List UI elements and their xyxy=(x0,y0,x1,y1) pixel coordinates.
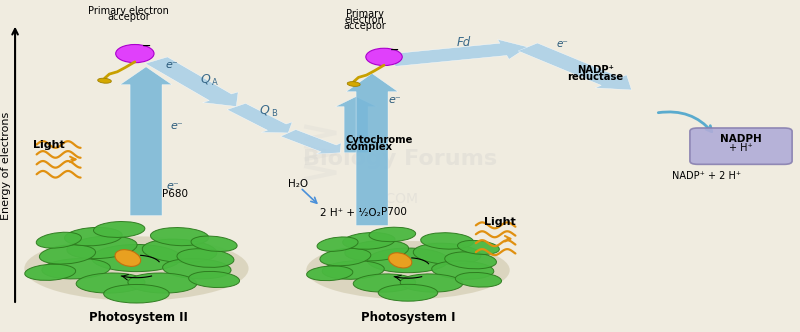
Text: −: − xyxy=(390,44,399,55)
Text: Fd: Fd xyxy=(457,36,471,48)
Text: complex: complex xyxy=(346,142,393,152)
Text: e⁻: e⁻ xyxy=(557,39,569,49)
Ellipse shape xyxy=(162,259,231,279)
Polygon shape xyxy=(346,73,398,225)
Ellipse shape xyxy=(150,227,209,246)
Text: e⁻: e⁻ xyxy=(170,121,182,131)
Text: Q: Q xyxy=(200,73,210,86)
Ellipse shape xyxy=(378,284,438,301)
Text: Photosystem II: Photosystem II xyxy=(89,311,187,324)
Text: e⁻: e⁻ xyxy=(166,181,178,191)
Polygon shape xyxy=(335,97,377,153)
Ellipse shape xyxy=(92,244,182,272)
Ellipse shape xyxy=(369,227,416,242)
Text: Photosystem I: Photosystem I xyxy=(361,311,455,324)
Ellipse shape xyxy=(366,48,402,65)
Polygon shape xyxy=(281,129,341,154)
Ellipse shape xyxy=(320,248,371,266)
Ellipse shape xyxy=(104,285,170,303)
Ellipse shape xyxy=(317,237,358,251)
Text: NADP⁺: NADP⁺ xyxy=(578,65,614,75)
Text: e⁻: e⁻ xyxy=(389,95,402,105)
Ellipse shape xyxy=(455,273,502,287)
Text: Q: Q xyxy=(259,104,269,117)
Ellipse shape xyxy=(36,232,82,248)
Ellipse shape xyxy=(98,78,111,83)
Text: Primary electron: Primary electron xyxy=(88,6,169,16)
Ellipse shape xyxy=(142,239,217,263)
Ellipse shape xyxy=(458,240,499,254)
Ellipse shape xyxy=(128,273,197,293)
Text: .COM: .COM xyxy=(382,192,418,206)
Text: NADP⁺ + 2 H⁺: NADP⁺ + 2 H⁺ xyxy=(671,171,741,181)
Text: Light: Light xyxy=(484,217,516,227)
Ellipse shape xyxy=(116,44,154,63)
Ellipse shape xyxy=(306,266,353,281)
Text: A: A xyxy=(212,78,218,87)
Ellipse shape xyxy=(389,253,412,268)
Text: Cytochrome: Cytochrome xyxy=(346,134,413,144)
Ellipse shape xyxy=(354,274,416,292)
Text: −: − xyxy=(142,41,151,51)
Text: 2 H⁺ + ¹⁄₂O₂: 2 H⁺ + ¹⁄₂O₂ xyxy=(320,208,381,218)
Polygon shape xyxy=(227,103,292,133)
Ellipse shape xyxy=(39,245,95,264)
Ellipse shape xyxy=(94,221,145,237)
Polygon shape xyxy=(389,40,528,66)
Ellipse shape xyxy=(342,233,395,249)
Text: Primary: Primary xyxy=(346,9,384,19)
Text: P680: P680 xyxy=(162,189,188,199)
Ellipse shape xyxy=(191,236,237,251)
Ellipse shape xyxy=(24,236,249,300)
Ellipse shape xyxy=(115,250,141,266)
Ellipse shape xyxy=(42,259,110,279)
Text: NADPH: NADPH xyxy=(720,134,762,144)
Ellipse shape xyxy=(445,252,497,269)
Ellipse shape xyxy=(76,273,145,293)
Ellipse shape xyxy=(345,240,409,261)
Text: Energy of electrons: Energy of electrons xyxy=(2,112,11,220)
Text: electron: electron xyxy=(345,15,385,25)
Polygon shape xyxy=(120,67,172,215)
Polygon shape xyxy=(146,57,238,107)
Ellipse shape xyxy=(400,274,462,292)
Text: reductase: reductase xyxy=(567,72,624,82)
Text: P700: P700 xyxy=(382,207,407,217)
Ellipse shape xyxy=(66,236,137,259)
Ellipse shape xyxy=(189,271,239,288)
Text: + H⁺: + H⁺ xyxy=(729,143,753,153)
Ellipse shape xyxy=(414,243,481,265)
Ellipse shape xyxy=(367,248,449,273)
Ellipse shape xyxy=(306,241,510,299)
Text: e⁻: e⁻ xyxy=(166,60,178,70)
Ellipse shape xyxy=(421,233,474,249)
Text: Light: Light xyxy=(33,139,65,149)
Text: acceptor: acceptor xyxy=(107,12,150,22)
Ellipse shape xyxy=(177,249,234,267)
Text: H₂O: H₂O xyxy=(288,179,308,189)
Ellipse shape xyxy=(322,261,384,279)
Text: B: B xyxy=(271,109,277,118)
Ellipse shape xyxy=(65,227,122,246)
Polygon shape xyxy=(518,43,631,90)
Ellipse shape xyxy=(25,264,76,281)
Text: acceptor: acceptor xyxy=(343,21,386,31)
Ellipse shape xyxy=(432,261,494,279)
Text: Biology Forums: Biology Forums xyxy=(303,149,497,169)
FancyBboxPatch shape xyxy=(690,128,792,164)
Ellipse shape xyxy=(347,82,360,86)
